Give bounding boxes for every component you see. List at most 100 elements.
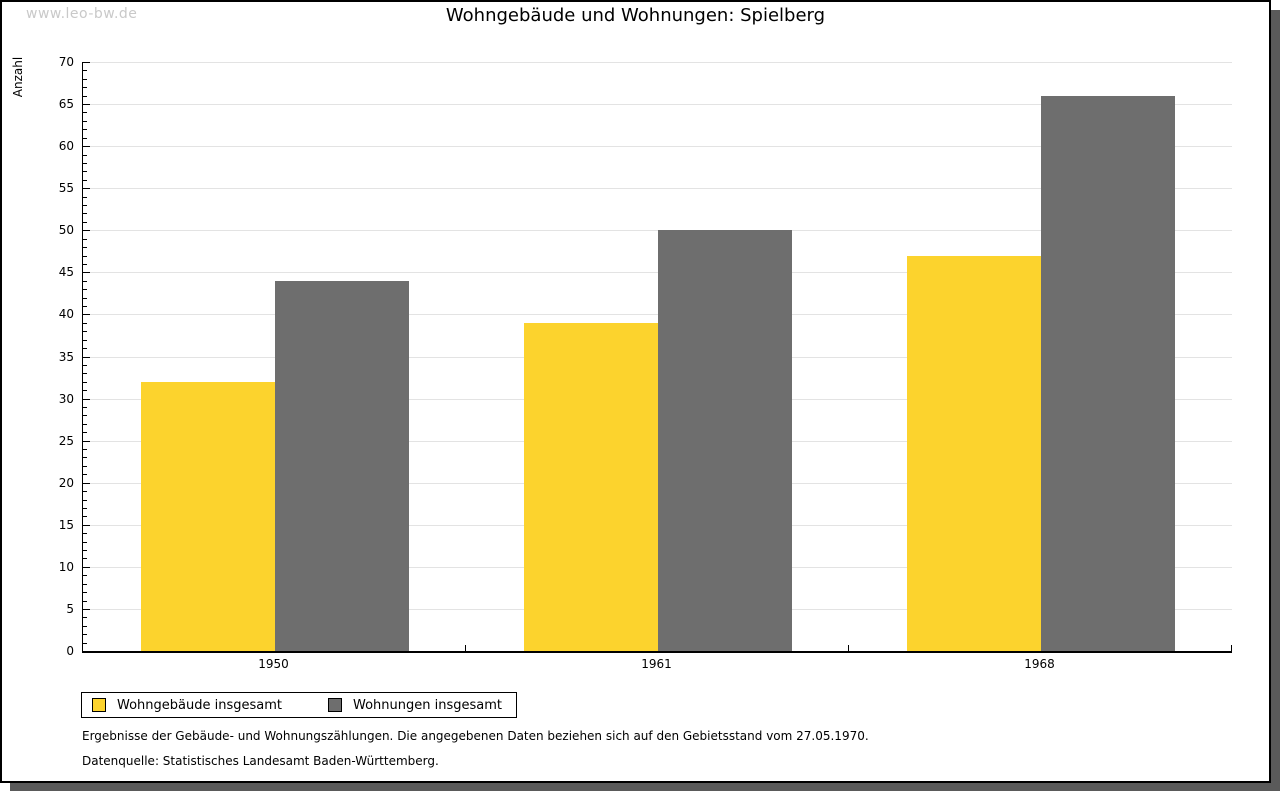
y-minor-tick-52 — [83, 213, 87, 215]
y-minor-tick-64 — [83, 112, 87, 114]
y-minor-tick-1 — [83, 642, 87, 644]
y-minor-tick-31 — [83, 390, 87, 392]
y-minor-tick-29 — [83, 406, 87, 408]
y-tick-label-30: 30 — [58, 391, 74, 406]
y-minor-tick-33 — [83, 373, 87, 375]
y-major-tick-55 — [83, 188, 90, 190]
y-minor-tick-63 — [83, 120, 87, 122]
y-tick-label-15: 15 — [58, 517, 74, 532]
y-major-tick-60 — [83, 146, 90, 148]
y-minor-tick-14 — [83, 533, 87, 535]
y-minor-tick-27 — [83, 423, 87, 425]
y-minor-tick-18 — [83, 499, 87, 501]
y-tick-label-50: 50 — [58, 223, 74, 238]
y-minor-tick-4 — [83, 617, 87, 619]
bar-wohnungen-1950 — [274, 281, 409, 651]
y-minor-tick-11 — [83, 558, 87, 560]
y-major-tick-50 — [83, 230, 90, 232]
y-minor-tick-6 — [83, 600, 87, 602]
x-boundary-tick-3 — [1231, 645, 1232, 651]
watermark: www.leo-bw.de — [26, 6, 138, 22]
y-minor-tick-58 — [83, 162, 87, 164]
y-minor-tick-61 — [83, 137, 87, 139]
legend: Wohngebäude insgesamt Wohnungen insgesam… — [81, 692, 517, 718]
y-minor-tick-28 — [83, 415, 87, 417]
bar-wohngebaeude-1968 — [906, 256, 1041, 651]
legend-swatch-gray-icon — [328, 698, 342, 712]
footnote-line-1: Ergebnisse der Gebäude- und Wohnungszähl… — [82, 729, 869, 743]
y-minor-tick-51 — [83, 221, 87, 223]
bar-wohngebaeude-1950 — [140, 382, 275, 651]
y-minor-tick-49 — [83, 238, 87, 240]
y-minor-tick-43 — [83, 289, 87, 291]
bar-wohnungen-1961 — [657, 230, 792, 651]
y-minor-tick-16 — [83, 516, 87, 518]
y-tick-label-10: 10 — [58, 559, 74, 574]
plot-area — [82, 62, 1232, 653]
y-tick-label-25: 25 — [58, 433, 74, 448]
y-major-tick-25 — [83, 440, 90, 442]
y-tick-label-70: 70 — [58, 55, 74, 69]
y-tick-label-65: 65 — [58, 97, 74, 112]
y-major-tick-40 — [83, 314, 90, 316]
y-minor-tick-8 — [83, 583, 87, 585]
y-major-tick-5 — [83, 608, 90, 610]
y-major-tick-10 — [83, 566, 90, 568]
y-tick-label-5: 5 — [66, 601, 74, 616]
legend-item-wohngebaeude: Wohngebäude insgesamt — [92, 698, 282, 713]
gridline-y-60 — [83, 146, 1232, 148]
y-minor-tick-38 — [83, 331, 87, 333]
y-minor-tick-53 — [83, 205, 87, 207]
y-minor-tick-9 — [83, 575, 87, 577]
y-minor-tick-44 — [83, 280, 87, 282]
y-minor-tick-34 — [83, 364, 87, 366]
y-minor-tick-17 — [83, 507, 87, 509]
y-minor-tick-19 — [83, 491, 87, 493]
x-boundary-tick-1 — [465, 645, 466, 651]
y-minor-tick-69 — [83, 70, 87, 72]
gridline-y-70 — [83, 62, 1232, 63]
bar-wohngebaeude-1961 — [523, 323, 658, 651]
y-minor-tick-57 — [83, 171, 87, 173]
legend-item-wohnungen: Wohnungen insgesamt — [328, 698, 502, 713]
y-tick-label-55: 55 — [58, 181, 74, 196]
y-minor-tick-13 — [83, 541, 87, 543]
y-major-tick-45 — [83, 272, 90, 274]
y-minor-tick-32 — [83, 381, 87, 383]
y-tick-label-20: 20 — [58, 475, 74, 490]
y-minor-tick-12 — [83, 550, 87, 552]
chart-title: Wohngebäude und Wohnungen: Spielberg — [445, 5, 826, 26]
gridline-y-65 — [83, 104, 1232, 106]
y-major-tick-35 — [83, 356, 90, 358]
y-minor-tick-67 — [83, 87, 87, 89]
y-minor-tick-66 — [83, 95, 87, 97]
y-minor-tick-36 — [83, 348, 87, 350]
footnote-line-2: Datenquelle: Statistisches Landesamt Bad… — [82, 754, 439, 768]
y-minor-tick-24 — [83, 449, 87, 451]
y-minor-tick-54 — [83, 196, 87, 198]
y-minor-tick-46 — [83, 263, 87, 265]
y-minor-tick-7 — [83, 592, 87, 594]
y-minor-tick-48 — [83, 247, 87, 249]
y-major-tick-30 — [83, 398, 90, 400]
x-tick-label-1950: 1950 — [258, 657, 289, 671]
y-minor-tick-22 — [83, 465, 87, 467]
y-tick-label-0: 0 — [66, 644, 74, 658]
y-minor-tick-41 — [83, 306, 87, 307]
y-axis-title: Anzahl — [11, 56, 25, 98]
y-minor-tick-26 — [83, 432, 87, 434]
bar-wohnungen-1968 — [1040, 96, 1175, 651]
x-tick-label-1961: 1961 — [641, 657, 672, 671]
y-tick-label-35: 35 — [58, 349, 74, 364]
y-minor-tick-2 — [83, 634, 87, 636]
y-major-tick-70 — [83, 62, 90, 63]
y-minor-tick-42 — [83, 297, 87, 299]
y-tick-label-60: 60 — [58, 139, 74, 154]
y-minor-tick-37 — [83, 339, 87, 341]
x-boundary-tick-2 — [848, 645, 849, 651]
x-tick-label-1968: 1968 — [1024, 657, 1055, 671]
legend-label-wohngebaeude: Wohngebäude insgesamt — [117, 697, 282, 713]
y-major-tick-20 — [83, 482, 90, 484]
legend-label-wohnungen: Wohnungen insgesamt — [353, 697, 502, 713]
